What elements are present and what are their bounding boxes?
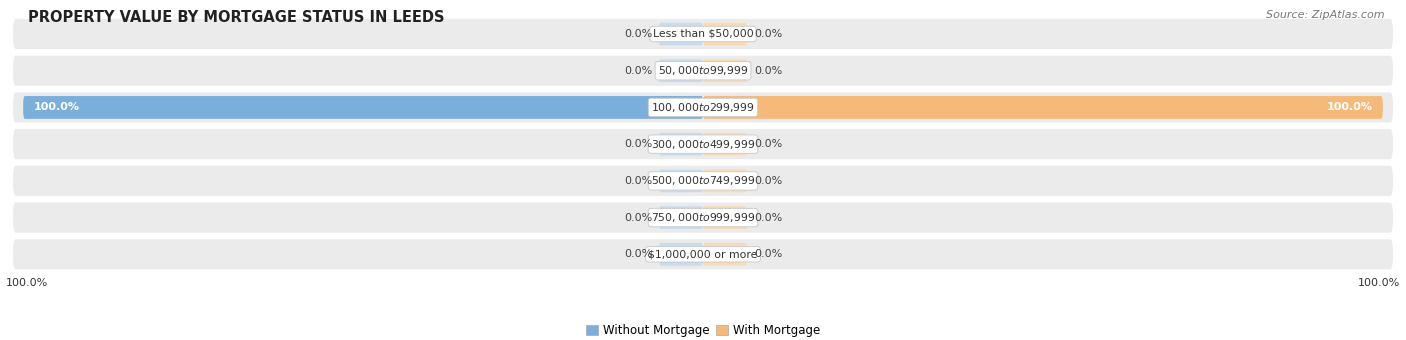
Text: 0.0%: 0.0% <box>624 66 652 76</box>
Text: $100,000 to $299,999: $100,000 to $299,999 <box>651 101 755 114</box>
FancyBboxPatch shape <box>13 56 1393 86</box>
Text: $750,000 to $999,999: $750,000 to $999,999 <box>651 211 755 224</box>
FancyBboxPatch shape <box>703 133 747 155</box>
Text: 0.0%: 0.0% <box>754 139 782 149</box>
FancyBboxPatch shape <box>13 129 1393 159</box>
Text: Less than $50,000: Less than $50,000 <box>652 29 754 39</box>
FancyBboxPatch shape <box>703 243 747 266</box>
FancyBboxPatch shape <box>703 96 1384 119</box>
Text: 0.0%: 0.0% <box>754 249 782 259</box>
FancyBboxPatch shape <box>659 22 703 45</box>
Text: 0.0%: 0.0% <box>624 139 652 149</box>
FancyBboxPatch shape <box>703 22 747 45</box>
Text: 100.0%: 100.0% <box>6 278 48 288</box>
Text: 0.0%: 0.0% <box>624 249 652 259</box>
FancyBboxPatch shape <box>703 206 747 229</box>
Text: 0.0%: 0.0% <box>754 66 782 76</box>
FancyBboxPatch shape <box>13 239 1393 269</box>
Text: 0.0%: 0.0% <box>754 29 782 39</box>
FancyBboxPatch shape <box>703 59 747 82</box>
FancyBboxPatch shape <box>659 243 703 266</box>
FancyBboxPatch shape <box>22 96 703 119</box>
Text: 0.0%: 0.0% <box>624 176 652 186</box>
FancyBboxPatch shape <box>659 206 703 229</box>
Text: $500,000 to $749,999: $500,000 to $749,999 <box>651 174 755 187</box>
FancyBboxPatch shape <box>13 92 1393 122</box>
Text: 0.0%: 0.0% <box>624 29 652 39</box>
FancyBboxPatch shape <box>13 166 1393 196</box>
Text: $1,000,000 or more: $1,000,000 or more <box>648 249 758 259</box>
Text: 0.0%: 0.0% <box>624 212 652 223</box>
Text: $300,000 to $499,999: $300,000 to $499,999 <box>651 138 755 151</box>
Text: 0.0%: 0.0% <box>754 176 782 186</box>
Text: 100.0%: 100.0% <box>1327 102 1372 113</box>
FancyBboxPatch shape <box>13 203 1393 233</box>
Text: 0.0%: 0.0% <box>754 212 782 223</box>
FancyBboxPatch shape <box>659 170 703 192</box>
Text: $50,000 to $99,999: $50,000 to $99,999 <box>658 64 748 77</box>
Legend: Without Mortgage, With Mortgage: Without Mortgage, With Mortgage <box>581 319 825 340</box>
Text: Source: ZipAtlas.com: Source: ZipAtlas.com <box>1267 10 1385 20</box>
FancyBboxPatch shape <box>703 170 747 192</box>
Text: PROPERTY VALUE BY MORTGAGE STATUS IN LEEDS: PROPERTY VALUE BY MORTGAGE STATUS IN LEE… <box>28 10 444 25</box>
Text: 100.0%: 100.0% <box>34 102 79 113</box>
FancyBboxPatch shape <box>659 133 703 155</box>
Text: 100.0%: 100.0% <box>1358 278 1400 288</box>
FancyBboxPatch shape <box>659 59 703 82</box>
FancyBboxPatch shape <box>13 19 1393 49</box>
